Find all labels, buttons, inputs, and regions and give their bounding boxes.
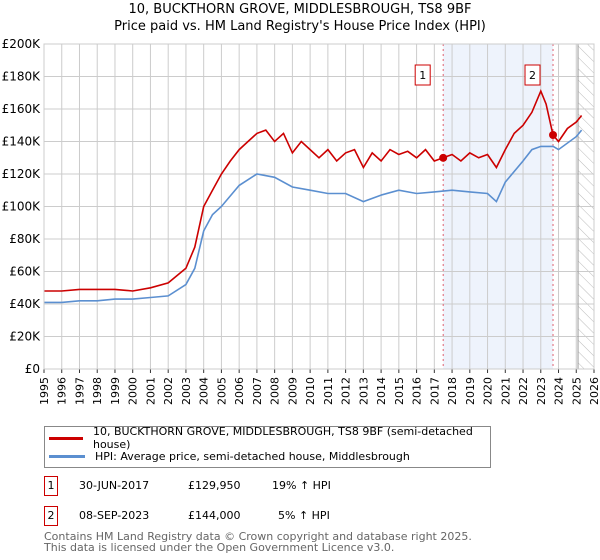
legend-label: 10, BUCKTHORN GROVE, MIDDLESBROUGH, TS8 … (92, 425, 473, 451)
x-tick-label: 2023 (535, 377, 548, 405)
x-tick-label: 2018 (446, 377, 459, 405)
transaction-hpi: 5% ↑ HPI (278, 509, 330, 522)
x-tick-label: 2026 (588, 377, 600, 405)
legend-item-hpi: HPI: Average price, semi-detached house,… (45, 447, 410, 465)
x-tick-label: 2003 (180, 377, 193, 405)
legend: 10, BUCKTHORN GROVE, MIDDLESBROUGH, TS8 … (44, 425, 491, 468)
x-tick-label: 2007 (251, 377, 264, 405)
y-tick-label: £160K (2, 102, 42, 116)
marker-badge: 2 (44, 506, 58, 526)
marker-badge: 1 (44, 476, 58, 496)
y-tick-label: £120K (2, 167, 42, 181)
footer-line: This data is licensed under the Open Gov… (44, 541, 395, 554)
y-tick-label: £200K (2, 37, 42, 51)
x-tick-label: 1997 (73, 377, 86, 405)
x-tick-label: 2013 (357, 377, 370, 405)
legend-swatch-red (49, 436, 83, 440)
chart-title: 10, BUCKTHORN GROVE, MIDDLESBROUGH, TS8 … (128, 2, 472, 17)
x-tick-label: 2001 (144, 377, 157, 405)
sale-label-box (414, 64, 431, 86)
x-tick-label: 2008 (269, 377, 282, 405)
x-tick-label: 2014 (375, 377, 388, 405)
x-tick-label: 2020 (482, 377, 495, 405)
x-tick-label: 2011 (322, 377, 335, 405)
y-tick-label: £0 (25, 362, 40, 376)
sale-label-box (524, 64, 541, 86)
sale-label: 1 (419, 69, 426, 82)
legend-label: HPI: Average price, semi-detached house,… (95, 449, 410, 463)
x-tick-label: 2010 (304, 377, 317, 405)
price-chart: 1995 1996 1997 1998 1999 2000 2001 2002 2003 2004… (2, 37, 600, 405)
transaction-price: £144,000 (188, 509, 241, 522)
x-tick-label: 1999 (109, 377, 122, 405)
transaction-row: 1 30-JUN-2017 £129,950 19% ↑ HPI (44, 476, 444, 498)
x-tick-label: 2000 (127, 377, 140, 405)
x-tick-label: 2024 (553, 377, 566, 405)
sale-point (549, 131, 558, 139)
footer-line: Contains HM Land Registry data © Crown c… (44, 530, 472, 543)
y-tick-label: £180K (2, 70, 42, 84)
series-line (44, 89, 583, 292)
legend-swatch-blue (49, 454, 85, 458)
sale-point (439, 153, 448, 162)
x-tick-label: 1998 (91, 377, 104, 405)
chart-subtitle: Price paid vs. HM Land Registry's House … (114, 19, 486, 34)
transaction-price: £129,950 (188, 479, 241, 492)
x-tick-label: 2025 (570, 377, 583, 405)
plot-border (43, 43, 595, 370)
x-tick-label: 2019 (464, 377, 477, 405)
transaction-date: 30-JUN-2017 (79, 479, 150, 492)
y-tick-label: £20K (9, 330, 41, 344)
x-tick-label: 2004 (198, 377, 211, 405)
transaction-date: 08-SEP-2023 (79, 509, 150, 522)
x-tick-label: 2006 (233, 377, 246, 405)
footer: Contains HM Land Registry data © Crown c… (44, 531, 472, 553)
transaction-row: 2 08-SEP-2023 £144,000 5% ↑ HPI (44, 506, 444, 528)
x-tick-label: 2015 (393, 377, 406, 405)
x-tick-label: 2009 (286, 377, 299, 405)
x-tick-label: 2017 (428, 377, 441, 405)
series-line (44, 129, 583, 304)
x-tick-label: 2012 (340, 377, 353, 405)
y-tick-label: £60K (9, 265, 41, 279)
x-tick-label: 2005 (215, 377, 228, 405)
x-tick-label: 1996 (56, 377, 69, 405)
x-tick-label: 2022 (517, 377, 530, 405)
x-tick-label: 1995 (38, 377, 51, 405)
y-tick-label: £140K (2, 135, 42, 149)
legend-item-property: 10, BUCKTHORN GROVE, MIDDLESBROUGH, TS8 … (45, 425, 490, 451)
y-tick-label: £40K (9, 297, 41, 311)
y-tick-label: £80K (9, 232, 41, 246)
x-tick-label: 2016 (411, 377, 424, 405)
sale-label: 2 (529, 69, 536, 82)
transaction-hpi: 19% ↑ HPI (272, 479, 331, 492)
x-tick-label: 2002 (162, 377, 175, 405)
x-tick-label: 2021 (499, 377, 512, 405)
y-tick-label: £100K (2, 200, 42, 214)
